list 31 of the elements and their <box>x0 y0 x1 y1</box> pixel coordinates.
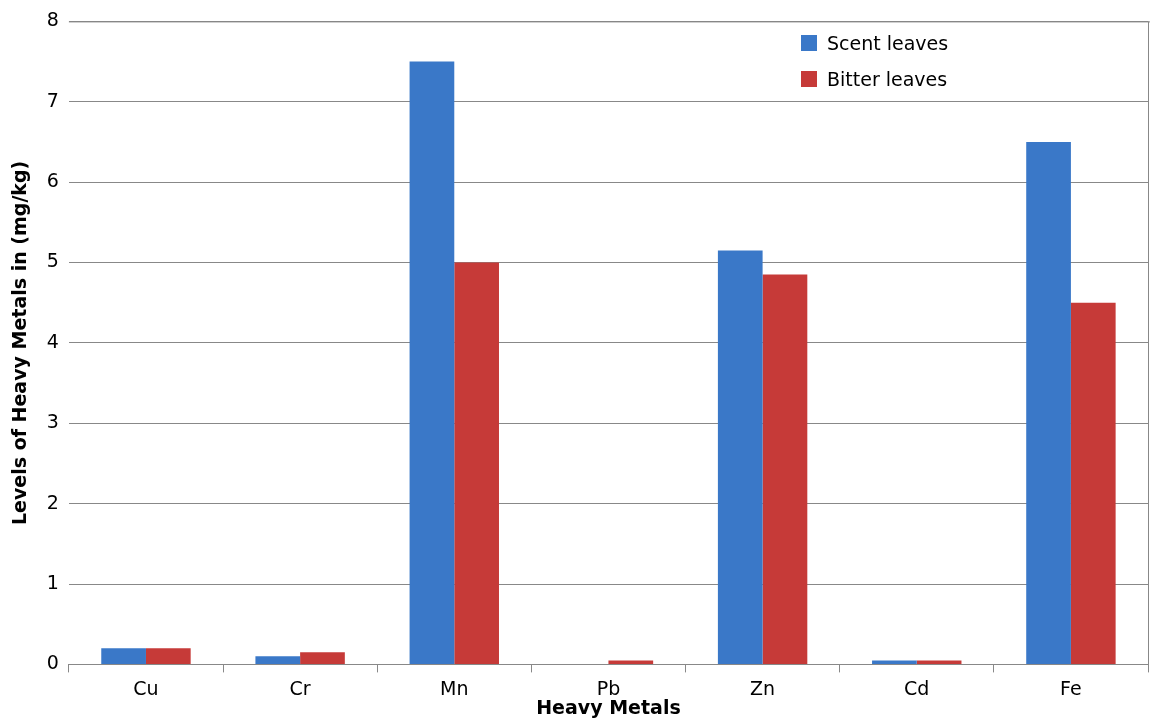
bar <box>409 61 455 664</box>
bar <box>717 250 763 664</box>
y-tick-label: 8 <box>46 8 59 31</box>
y-tick-label: 2 <box>46 490 59 513</box>
y-axis-title: Levels of Heavy Metals in (mg/kg) <box>8 160 31 526</box>
y-tick-label: 7 <box>46 88 59 111</box>
y-tick-label: 1 <box>46 570 59 593</box>
bar <box>454 262 499 664</box>
x-tick-label: Zn <box>750 676 776 699</box>
x-tick-label: Fe <box>1060 676 1082 699</box>
legend-label: Bitter leaves <box>827 67 948 93</box>
y-tick-label: 6 <box>46 169 59 192</box>
bar <box>916 660 962 664</box>
y-tick-label: 4 <box>46 329 59 352</box>
y-tick-label: 0 <box>46 651 59 674</box>
y-tick-label: 3 <box>46 410 59 433</box>
bar <box>872 660 917 664</box>
bar <box>762 274 808 664</box>
x-tick-label: Cr <box>289 676 311 699</box>
bar <box>1026 141 1071 664</box>
bar <box>1070 302 1116 664</box>
bar <box>608 660 654 664</box>
bar <box>145 648 191 664</box>
bar <box>101 648 146 664</box>
y-tick-label: 5 <box>46 249 59 272</box>
bar <box>300 652 345 664</box>
x-tick-label: Mn <box>440 676 469 699</box>
legend-label: Scent leaves <box>827 31 949 57</box>
bar <box>255 656 301 664</box>
x-tick-label: Cu <box>133 676 159 699</box>
x-tick-label: Cd <box>904 676 930 699</box>
